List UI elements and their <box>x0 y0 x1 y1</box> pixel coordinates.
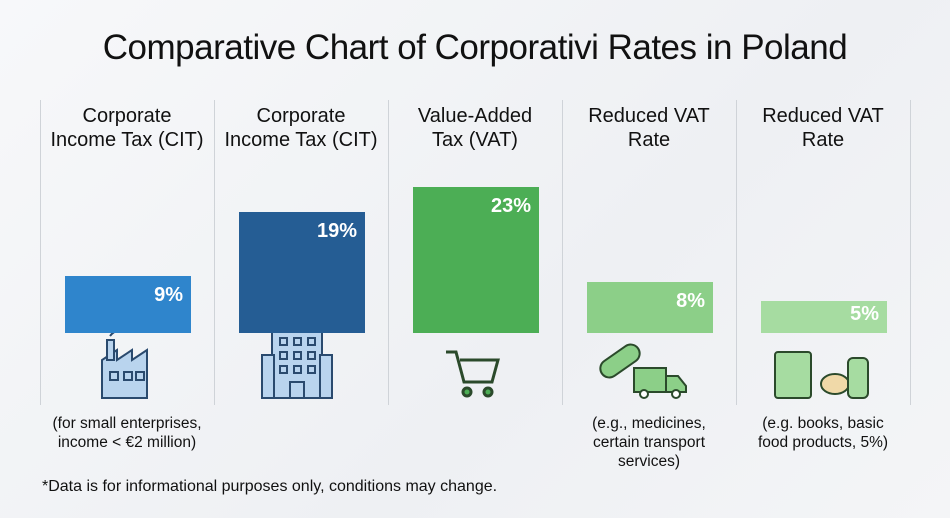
chart-title: Comparative Chart of Corporativi Rates i… <box>102 28 848 67</box>
category-label: Reduced VAT Rate <box>762 105 884 151</box>
divider <box>214 100 215 405</box>
divider <box>562 100 563 405</box>
book-food-icon <box>774 351 869 399</box>
category-label: Reduced VAT Rate <box>588 105 710 151</box>
value-label: 9% <box>154 283 183 306</box>
value-label: 8% <box>676 290 705 313</box>
building-icon <box>261 329 333 399</box>
note: (e.g., medicines, certain transport serv… <box>592 415 706 470</box>
value-label: 5% <box>850 303 879 326</box>
category-label: Corporate Income Tax (CIT) <box>50 105 204 151</box>
footnote: *Data is for informational purposes only… <box>42 478 498 495</box>
note: (for small enterprises, income < €2 mill… <box>52 415 202 451</box>
category-label: Value-Added Tax (VAT) <box>417 105 533 151</box>
value-label: 19% <box>316 220 357 243</box>
bar: 8% <box>587 282 713 333</box>
cart-icon <box>446 350 500 398</box>
pill-truck-icon <box>599 343 687 399</box>
divider <box>736 100 737 405</box>
factory-icon <box>101 329 148 399</box>
divider <box>40 100 41 405</box>
bar: 19% <box>239 212 365 333</box>
divider <box>388 100 389 405</box>
bar: 9% <box>65 275 191 333</box>
value-label: 23% <box>490 194 531 217</box>
note: (e.g. books, basic food products, 5%) <box>757 415 889 451</box>
divider <box>910 100 911 405</box>
category-label: Corporate Income Tax (CIT) <box>224 105 378 151</box>
bar: 23% <box>413 186 539 333</box>
bar: 5% <box>761 301 887 333</box>
